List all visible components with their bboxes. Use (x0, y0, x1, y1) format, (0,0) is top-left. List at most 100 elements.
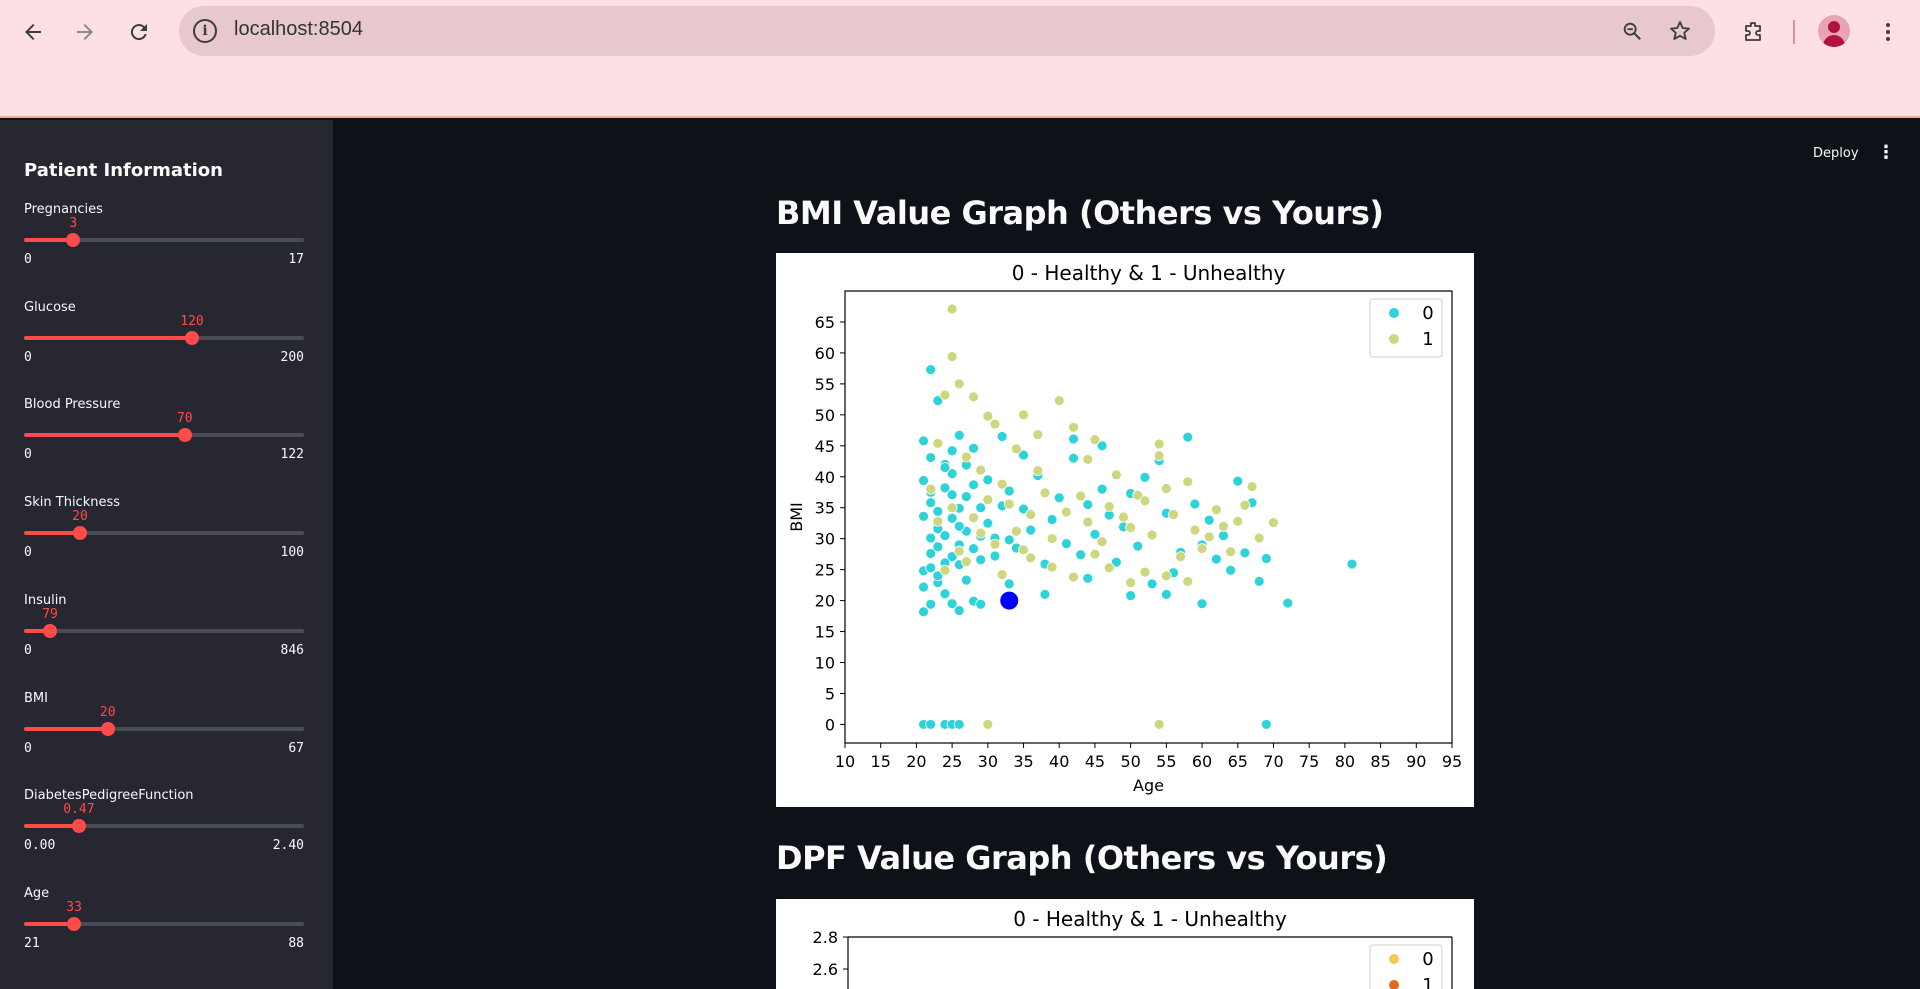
slider-insulin[interactable]: Insulin 79 0 846 (24, 593, 304, 683)
data-point-class-0 (1125, 590, 1137, 602)
forward-arrow-icon[interactable] (67, 14, 103, 50)
data-point-class-1 (1246, 481, 1258, 493)
data-point-class-0 (982, 517, 994, 529)
slider-track[interactable] (24, 526, 304, 540)
data-point-class-1 (1018, 544, 1029, 556)
slider-track[interactable] (24, 428, 304, 442)
data-point-class-1 (1218, 520, 1229, 532)
slider-label: Insulin (24, 593, 67, 608)
x-tick-label: 55 (1156, 752, 1176, 771)
slider-glucose[interactable]: Glucose 120 0 200 (24, 300, 304, 390)
data-point-class-0 (925, 719, 937, 730)
data-point-class-0 (1039, 588, 1051, 600)
data-point-class-1 (1010, 525, 1022, 537)
data-point-class-0 (1110, 556, 1122, 568)
extensions-icon[interactable] (1736, 14, 1772, 50)
data-point-class-0 (925, 548, 937, 559)
slider-track[interactable] (24, 331, 304, 345)
slider-min: 0 (24, 643, 32, 658)
data-point-class-1 (925, 483, 937, 495)
slider-track[interactable] (24, 722, 304, 736)
data-point-class-0 (960, 574, 972, 586)
zoom-icon[interactable] (1617, 16, 1647, 46)
chart-title: 0 - Healthy & 1 - Unhealthy (1012, 261, 1286, 285)
data-point-class-1 (1003, 498, 1015, 510)
data-point-class-1 (1210, 504, 1222, 515)
data-point-class-0 (953, 605, 965, 616)
chart-title: 0 - Healthy & 1 - Unhealthy (1013, 907, 1287, 931)
slider-fill (24, 433, 185, 437)
data-point-class-1 (953, 545, 965, 557)
slider-label: Glucose (24, 300, 76, 315)
data-point-class-1 (946, 351, 958, 363)
y-tick-label: 20 (815, 592, 835, 611)
slider-min: 0 (24, 545, 32, 560)
menu-kebab-icon[interactable] (1870, 14, 1906, 50)
legend-box (1369, 298, 1443, 358)
slider-thumb[interactable] (185, 331, 199, 345)
x-tick-label: 90 (1406, 752, 1426, 771)
back-arrow-icon[interactable] (15, 14, 51, 50)
data-point-class-1 (1018, 409, 1029, 421)
app-menu-icon[interactable]: ⋮ (1877, 142, 1895, 163)
data-point-class-0 (1096, 440, 1108, 452)
legend-marker-1 (1389, 334, 1399, 344)
sidebar-title: Patient Information (24, 160, 223, 181)
data-point-class-0 (968, 479, 979, 491)
bookmark-star-icon[interactable] (1665, 16, 1695, 46)
address-bar[interactable]: i localhost:8504 (179, 6, 1715, 56)
reload-icon[interactable] (121, 14, 157, 50)
legend-label-0: 0 (1422, 949, 1433, 970)
slider-track[interactable] (24, 819, 304, 833)
x-tick-label: 75 (1299, 752, 1319, 771)
data-point-class-0 (918, 510, 929, 522)
slider-thumb[interactable] (73, 526, 87, 540)
slider-track[interactable] (24, 624, 304, 638)
slider-fill (24, 824, 79, 828)
slider-thumb[interactable] (66, 233, 81, 247)
toolbar-separator (1793, 20, 1795, 44)
slider-thumb[interactable] (67, 917, 82, 931)
data-point-class-0 (1082, 572, 1094, 584)
slider-track[interactable] (24, 917, 304, 931)
data-point-class-0 (989, 550, 1001, 562)
data-point-class-1 (1125, 577, 1137, 589)
data-point-class-0 (932, 541, 944, 553)
slider-thumb[interactable] (100, 722, 115, 736)
profile-icon[interactable] (1818, 15, 1850, 47)
slider-blood-pressure[interactable]: Blood Pressure 70 0 122 (24, 397, 304, 487)
data-point-class-0 (1225, 564, 1237, 576)
deploy-button[interactable]: Deploy (1813, 146, 1859, 161)
y-tick-label: 55 (815, 375, 835, 394)
data-point-class-0 (1018, 449, 1029, 461)
slider-fill (24, 629, 51, 633)
slider-min: 0 (24, 252, 32, 267)
x-tick-label: 60 (1192, 752, 1212, 771)
data-point-class-1 (1046, 561, 1058, 573)
data-point-class-1 (1160, 570, 1172, 582)
y-tick-label: 30 (815, 530, 835, 549)
slider-age[interactable]: Age 33 21 88 (24, 886, 304, 976)
slider-thumb[interactable] (71, 819, 86, 833)
data-point-class-1 (1053, 395, 1065, 406)
slider-track[interactable] (24, 233, 304, 247)
site-info-icon[interactable]: i (193, 19, 217, 43)
slider-thumb[interactable] (43, 624, 58, 638)
x-tick-label: 50 (1120, 752, 1140, 771)
data-point-class-1 (1203, 531, 1215, 543)
data-point-class-0 (939, 530, 951, 541)
data-point-class-0 (1210, 553, 1222, 565)
slider-bmi[interactable]: BMI 20 0 67 (24, 691, 304, 781)
slider-max: 2.40 (272, 838, 304, 853)
bmi-graph-heading: BMI Value Graph (Others vs Yours) (776, 194, 1384, 232)
slider-diabetespedigreefunction[interactable]: DiabetesPedigreeFunction 0.47 0.00 2.40 (24, 788, 304, 878)
slider-pregnancies[interactable]: Pregnancies 3 0 17 (24, 202, 304, 292)
slider-max: 67 (288, 741, 304, 756)
slider-thumb[interactable] (177, 428, 192, 442)
y-axis-label: BMI (787, 502, 806, 532)
data-point-class-1 (1132, 489, 1144, 501)
legend: 01 (1369, 298, 1443, 358)
data-point-class-0 (1232, 475, 1244, 487)
slider-skin-thickness[interactable]: Skin Thickness 20 0 100 (24, 495, 304, 585)
